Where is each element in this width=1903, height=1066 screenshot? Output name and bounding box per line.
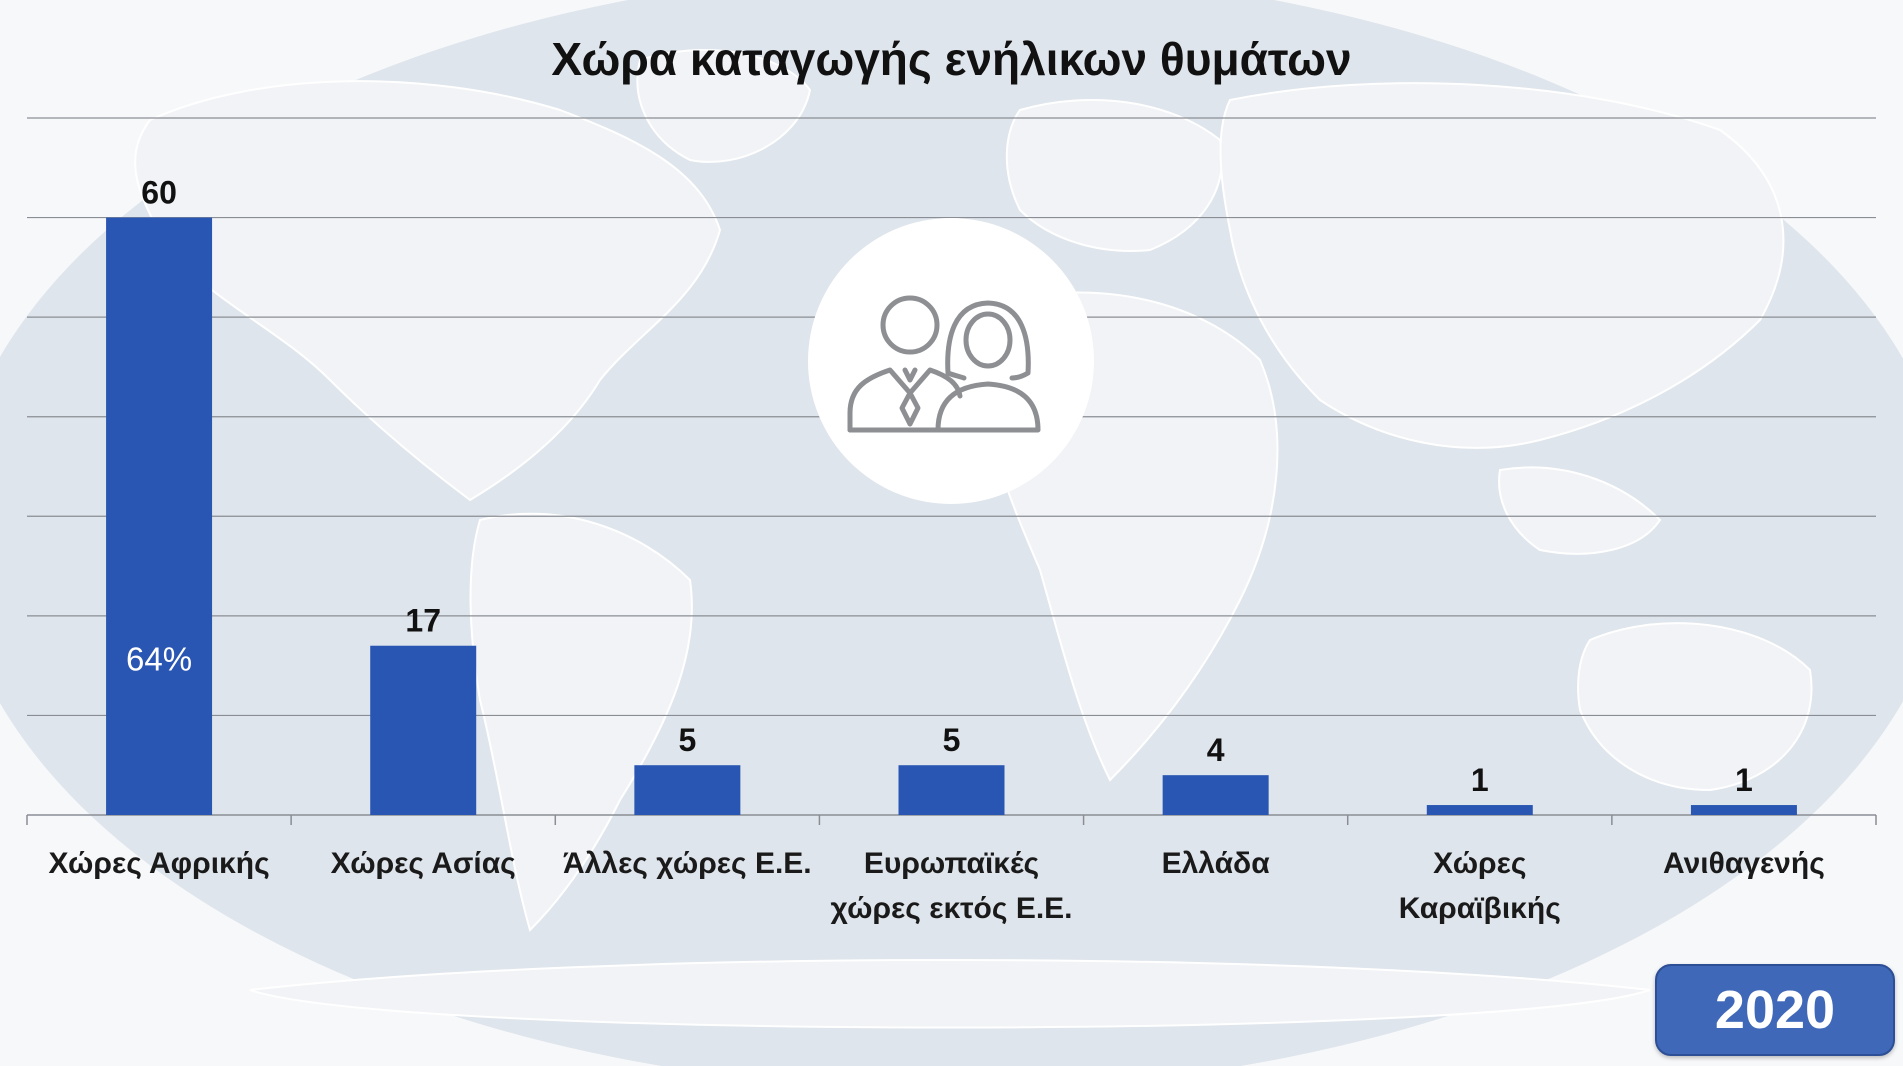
data-label: 5 (678, 722, 696, 758)
data-label: 5 (943, 722, 961, 758)
data-label: 17 (405, 603, 441, 639)
data-label: 4 (1207, 732, 1225, 768)
category-label: Χώρες Αφρικής (48, 847, 269, 880)
bar-percent-label: 64% (126, 641, 192, 678)
category-label: Ελλάδα (1162, 847, 1271, 880)
south-america-shape (469, 512, 693, 932)
bar (1426, 805, 1533, 815)
southeast-asia-shape (1498, 466, 1662, 555)
category-label: Χώρες Ασίας (331, 847, 516, 880)
greenland-shape (636, 49, 812, 163)
data-label: 1 (1471, 762, 1489, 798)
data-label: 60 (141, 175, 177, 211)
australia-shape (1577, 622, 1813, 792)
bar (898, 765, 1005, 815)
bar (1162, 775, 1269, 815)
category-label: Χώρες (1433, 847, 1526, 880)
year-badge: 2020 (1655, 964, 1895, 1056)
bar (634, 765, 741, 815)
antarctica-shape (249, 959, 1651, 1029)
category-label: Ανιθαγενής (1663, 847, 1825, 880)
chart-title: Χώρα καταγωγής ενήλικων θυμάτων (551, 33, 1352, 85)
bar (1690, 805, 1797, 815)
bar (370, 645, 477, 815)
people-badge (808, 218, 1094, 504)
man-and-woman-icon (847, 295, 1041, 433)
asia-shape (1219, 82, 1785, 449)
category-label: Καραϊβικής (1399, 892, 1561, 925)
data-label: 1 (1735, 762, 1753, 798)
category-label: Άλλες χώρες Ε.Ε. (563, 847, 812, 880)
bar (106, 217, 213, 816)
category-label: χώρες εκτός Ε.Ε. (830, 892, 1072, 925)
europe-shape (1005, 99, 1223, 252)
category-label: Ευρωπαϊκές (864, 847, 1039, 880)
map-continents (134, 49, 1813, 1029)
